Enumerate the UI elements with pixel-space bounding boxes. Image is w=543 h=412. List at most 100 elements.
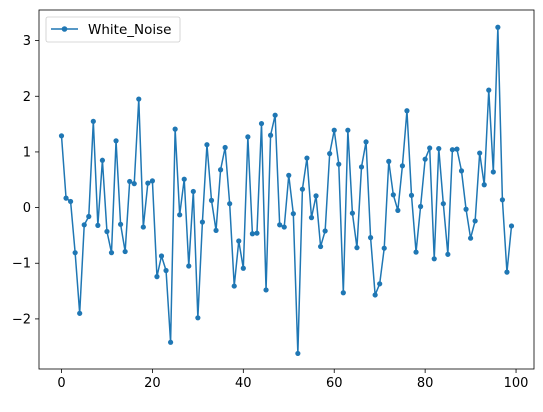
data-point bbox=[231, 283, 237, 289]
data-point bbox=[404, 108, 410, 114]
data-point bbox=[95, 222, 101, 228]
legend-label-white-noise: White_Noise bbox=[88, 22, 171, 38]
data-point bbox=[167, 339, 174, 345]
data-point bbox=[72, 250, 78, 256]
data-point bbox=[90, 118, 96, 124]
data-point bbox=[131, 181, 137, 187]
data-point bbox=[458, 168, 465, 174]
data-point bbox=[486, 87, 492, 93]
data-point bbox=[77, 310, 83, 316]
data-point bbox=[217, 167, 224, 173]
data-point bbox=[67, 198, 74, 205]
data-point bbox=[245, 134, 251, 140]
data-point bbox=[395, 207, 401, 213]
data-point bbox=[277, 222, 283, 228]
data-point bbox=[145, 180, 151, 186]
y-tick-label: 1 bbox=[23, 145, 31, 160]
data-point bbox=[472, 218, 478, 224]
data-point bbox=[445, 251, 451, 257]
data-point bbox=[149, 178, 156, 184]
data-point bbox=[108, 250, 115, 256]
data-point bbox=[304, 155, 310, 161]
y-tick-label: 2 bbox=[23, 90, 31, 105]
data-point bbox=[427, 145, 433, 151]
x-tick-label: 60 bbox=[326, 376, 343, 391]
data-point bbox=[81, 222, 87, 228]
data-point bbox=[158, 253, 165, 259]
axes-layer bbox=[38, 9, 535, 370]
data-point bbox=[190, 188, 196, 195]
data-point bbox=[363, 139, 369, 145]
data-point bbox=[127, 178, 133, 185]
data-point bbox=[413, 249, 419, 255]
data-point bbox=[113, 138, 119, 144]
data-point bbox=[236, 238, 242, 244]
data-point bbox=[408, 192, 415, 198]
data-point bbox=[258, 120, 265, 127]
data-point bbox=[58, 133, 65, 139]
x-tick-label: 40 bbox=[235, 376, 252, 391]
data-point bbox=[313, 193, 319, 199]
data-point bbox=[477, 150, 483, 156]
data-point bbox=[154, 274, 160, 280]
data-point bbox=[317, 243, 324, 250]
data-point bbox=[358, 164, 365, 170]
data-point bbox=[227, 201, 233, 207]
data-point bbox=[422, 156, 428, 162]
data-point bbox=[254, 230, 260, 236]
series-layer bbox=[58, 24, 515, 357]
data-point bbox=[322, 228, 328, 234]
data-point bbox=[481, 182, 487, 188]
data-point bbox=[163, 267, 169, 274]
data-point bbox=[267, 132, 274, 138]
data-point bbox=[172, 126, 178, 132]
data-point bbox=[136, 96, 142, 102]
series-line-white-noise bbox=[60, 26, 513, 355]
data-point bbox=[181, 176, 187, 182]
data-point bbox=[249, 231, 256, 237]
data-point bbox=[508, 223, 515, 229]
y-tick-label: −1 bbox=[12, 257, 31, 272]
data-point bbox=[381, 245, 387, 251]
data-point bbox=[495, 24, 501, 30]
data-point bbox=[99, 157, 106, 163]
data-point bbox=[281, 224, 287, 230]
plot-frame bbox=[38, 9, 535, 370]
plot-area bbox=[39, 10, 534, 369]
data-point bbox=[327, 151, 333, 157]
data-point bbox=[377, 281, 383, 287]
x-tick-label: 80 bbox=[417, 376, 434, 391]
data-point bbox=[331, 127, 337, 133]
data-point bbox=[431, 256, 437, 262]
data-point bbox=[367, 235, 374, 241]
data-point bbox=[467, 235, 474, 241]
data-point bbox=[454, 146, 460, 152]
data-point bbox=[186, 263, 192, 269]
data-point bbox=[222, 144, 228, 151]
data-point bbox=[140, 224, 146, 230]
x-tick-label: 0 bbox=[57, 376, 65, 391]
legend: White_Noise bbox=[45, 16, 181, 43]
data-point bbox=[213, 227, 219, 234]
legend-box bbox=[45, 16, 181, 43]
data-point bbox=[117, 221, 124, 227]
data-point bbox=[199, 219, 206, 225]
data-point bbox=[263, 287, 269, 293]
data-point bbox=[195, 315, 201, 321]
data-point bbox=[308, 215, 315, 221]
y-axis-ticks: −2 −1 0 1 2 3 bbox=[12, 34, 39, 327]
data-point bbox=[340, 290, 346, 296]
data-point bbox=[336, 161, 342, 167]
data-point bbox=[417, 203, 424, 210]
data-point bbox=[504, 269, 510, 275]
data-point bbox=[372, 292, 378, 298]
legend-marker-white-noise bbox=[61, 26, 68, 32]
data-point bbox=[390, 192, 396, 198]
data-point bbox=[86, 213, 92, 220]
data-point bbox=[345, 127, 351, 133]
data-point bbox=[399, 163, 406, 169]
data-point bbox=[104, 228, 110, 235]
data-point bbox=[349, 210, 356, 216]
data-point bbox=[208, 197, 215, 203]
